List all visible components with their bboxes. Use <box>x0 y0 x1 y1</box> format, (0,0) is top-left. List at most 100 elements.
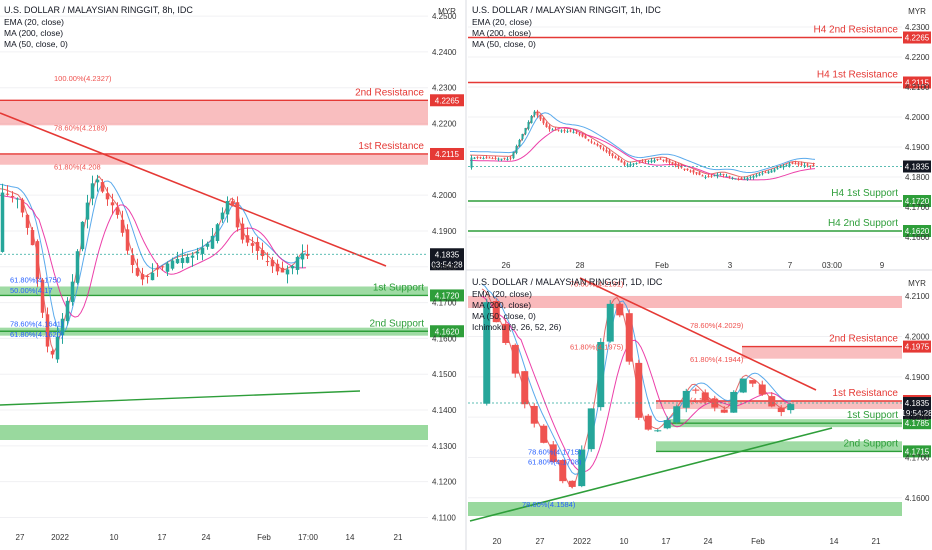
candle-body-89 <box>737 179 740 181</box>
y-tick-1: 4.2000 <box>905 333 930 342</box>
y-tick-6: 4.1700 <box>905 203 930 212</box>
y-tick-9: 4.1500 <box>432 370 457 379</box>
candle-body-29 <box>557 129 560 131</box>
candle-body-9 <box>497 158 500 160</box>
y-tick-4: 4.1900 <box>905 143 930 152</box>
y-tick-3: 4.2000 <box>905 113 930 122</box>
price-badge-text-1: 4.2115 <box>905 79 929 88</box>
candle-body-49 <box>245 235 250 243</box>
candle-body-31 <box>155 267 160 270</box>
candle-body-35 <box>175 258 180 264</box>
candle-body-32 <box>566 131 569 133</box>
y-tick-4: 4.2000 <box>432 191 457 200</box>
candle-body-60 <box>300 253 305 260</box>
candle-body-12 <box>597 342 605 408</box>
y-tick-5: 4.1900 <box>432 227 457 236</box>
current-price-badge <box>430 248 464 271</box>
candle-body-31 <box>563 130 566 132</box>
candle-body-104 <box>782 165 785 168</box>
indicator-label-2: MA (50, close, 0) <box>4 39 68 49</box>
x-tick-0: 20 <box>493 537 502 546</box>
y-tick-7: 4.1600 <box>905 233 930 242</box>
candle-body-58 <box>290 265 295 269</box>
current-price-text: 4.1835 <box>905 399 930 408</box>
candle-body-97 <box>761 173 764 175</box>
candle-body-94 <box>752 175 755 178</box>
candle-body-1 <box>5 193 10 195</box>
candle-body-23 <box>539 114 542 120</box>
level-label-0: 2nd Resistance <box>355 87 424 98</box>
x-tick-0: 27 <box>16 533 25 542</box>
candle-body-12 <box>506 158 509 160</box>
candle-body-42 <box>210 235 215 249</box>
candle-body-107 <box>791 162 794 164</box>
candle-body-83 <box>719 174 722 176</box>
candle-body-24 <box>711 398 719 408</box>
candle-body-108 <box>794 163 797 165</box>
price-badge-text-0: 4.2265 <box>905 34 930 43</box>
candle-body-37 <box>185 256 190 263</box>
candle-body-47 <box>235 202 240 228</box>
candle-body-93 <box>749 176 752 178</box>
candle-body-7 <box>491 158 494 160</box>
candle-body-11 <box>55 336 60 360</box>
candle-body-105 <box>785 164 788 166</box>
bottom-support-band <box>468 502 902 516</box>
y-tick-7: 4.1700 <box>432 299 457 308</box>
indicator-label-0: EMA (20, close) <box>4 17 64 27</box>
candle-body-16 <box>635 362 643 418</box>
candle-body-17 <box>85 202 90 220</box>
level-label-3: 2nd Support <box>370 318 425 329</box>
x-tick-3: 10 <box>620 537 629 546</box>
candle-body-48 <box>240 223 245 240</box>
candle-body-34 <box>572 131 575 133</box>
level-label-2: 1st Support <box>847 410 898 421</box>
fib-label-5: 78.60%(4.1715) <box>528 447 582 456</box>
price-badge-0 <box>430 94 464 107</box>
x-tick-2: 2022 <box>573 537 591 546</box>
price-badge-text-2: 4.1785 <box>905 419 930 428</box>
candle-body-57 <box>641 161 644 163</box>
candle-body-114 <box>812 165 815 167</box>
currency-label: MYR <box>908 7 926 16</box>
candle-body-98 <box>764 172 767 174</box>
zone-band-0 <box>742 346 902 359</box>
candle-body-18 <box>654 430 662 432</box>
candle-body-23 <box>701 392 709 401</box>
candle-body-14 <box>512 152 515 159</box>
candle-body-37 <box>581 134 584 137</box>
fib-label-0: 100.00%(4.2327) <box>54 74 112 83</box>
candle-body-67 <box>671 162 674 164</box>
candle-body-11 <box>503 157 506 159</box>
price-badge-3 <box>430 325 464 338</box>
candle-body-43 <box>599 145 602 148</box>
candle-body-24 <box>542 118 545 124</box>
chart-title: U.S. DOLLAR / MALAYSIAN RINGGIT, 1h, IDC <box>472 5 661 15</box>
zone-band-0 <box>0 100 428 126</box>
candle-body-38 <box>584 135 587 139</box>
price-badge-2 <box>903 417 931 430</box>
candle-body-0 <box>470 157 473 168</box>
candle-body-0 <box>0 192 5 252</box>
candle-body-4 <box>521 371 529 405</box>
candle-body-56 <box>280 267 285 273</box>
candle-body-44 <box>602 148 605 150</box>
candle-body-88 <box>734 178 737 180</box>
x-tick-7: 14 <box>830 537 839 546</box>
y-tick-3: 4.1800 <box>905 413 930 422</box>
y-tick-8: 4.1600 <box>432 334 457 343</box>
candle-body-75 <box>695 172 698 174</box>
candle-body-9 <box>568 480 576 487</box>
current-price-badge <box>903 160 931 173</box>
candle-body-76 <box>698 172 701 175</box>
price-badge-text-2: 4.1720 <box>435 291 460 300</box>
y-tick-13: 4.1100 <box>432 513 456 522</box>
candle-body-85 <box>725 175 728 177</box>
price-badge-2 <box>430 289 464 302</box>
candle-body-64 <box>662 159 665 161</box>
indicator-label-1: MA (200, close) <box>472 28 531 38</box>
currency-label: MYR <box>438 7 456 16</box>
fib-label-4: (4.1843) <box>690 396 718 405</box>
candle-body-44 <box>220 212 225 220</box>
currency-label: MYR <box>908 279 926 288</box>
